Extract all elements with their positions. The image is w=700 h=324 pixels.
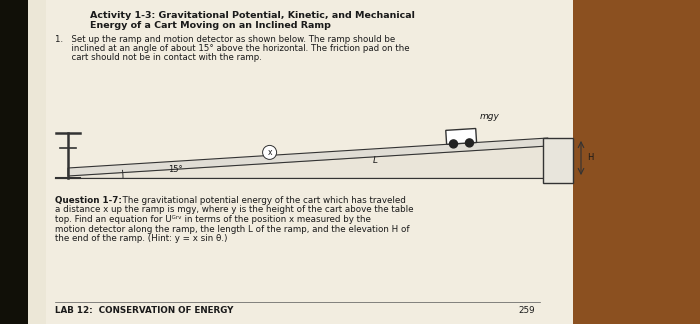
FancyBboxPatch shape xyxy=(28,0,46,324)
Text: mgy: mgy xyxy=(480,112,500,122)
Polygon shape xyxy=(68,146,548,178)
Text: 1.   Set up the ramp and motion detector as shown below. The ramp should be: 1. Set up the ramp and motion detector a… xyxy=(55,35,395,44)
Text: 15°: 15° xyxy=(168,166,182,175)
Text: LAB 12:  CONSERVATION OF ENERGY: LAB 12: CONSERVATION OF ENERGY xyxy=(55,306,234,315)
Text: Question 1-7:: Question 1-7: xyxy=(55,196,122,205)
Text: Activity 1-3: Gravitational Potential, Kinetic, and Mechanical: Activity 1-3: Gravitational Potential, K… xyxy=(90,11,415,20)
Text: L: L xyxy=(372,156,378,165)
Circle shape xyxy=(449,140,458,148)
Text: Energy of a Cart Moving on an Inclined Ramp: Energy of a Cart Moving on an Inclined R… xyxy=(90,21,331,30)
Circle shape xyxy=(262,145,276,159)
Text: a distance x up the ramp is mgy, where y is the height of the cart above the tab: a distance x up the ramp is mgy, where y… xyxy=(55,205,414,214)
Text: cart should not be in contact with the ramp.: cart should not be in contact with the r… xyxy=(55,53,262,62)
FancyBboxPatch shape xyxy=(446,129,477,144)
Text: 259: 259 xyxy=(519,306,535,315)
Text: inclined at an angle of about 15° above the horizontal. The friction pad on the: inclined at an angle of about 15° above … xyxy=(55,44,410,53)
FancyBboxPatch shape xyxy=(28,0,573,324)
Text: motion detector along the ramp, the length L of the ramp, and the elevation H of: motion detector along the ramp, the leng… xyxy=(55,225,410,234)
Text: x: x xyxy=(267,148,272,157)
Polygon shape xyxy=(68,138,548,176)
FancyBboxPatch shape xyxy=(543,138,573,183)
Circle shape xyxy=(466,139,473,147)
Text: top. Find an equation for Uᴳʳᵛ in terms of the position x measured by the: top. Find an equation for Uᴳʳᵛ in terms … xyxy=(55,215,371,224)
Text: the end of the ramp. (Hint: y = x sin θ.): the end of the ramp. (Hint: y = x sin θ.… xyxy=(55,234,228,243)
Text: The gravitational potential energy of the cart which has traveled: The gravitational potential energy of th… xyxy=(117,196,406,205)
Text: H: H xyxy=(587,154,594,163)
